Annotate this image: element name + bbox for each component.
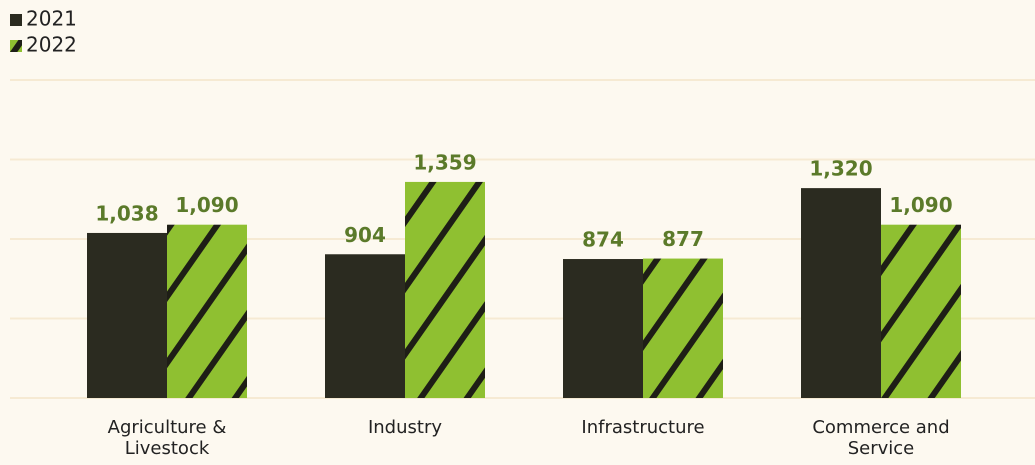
value-label: 1,359 xyxy=(413,150,476,174)
value-label: 1,090 xyxy=(889,193,952,217)
value-label: 1,090 xyxy=(175,193,238,217)
legend-swatch xyxy=(10,14,22,26)
x-tick-line: Agriculture & xyxy=(108,417,227,438)
bar xyxy=(881,224,961,398)
bar xyxy=(643,258,723,398)
x-tick-line: Commerce and xyxy=(812,417,949,438)
x-tick-label: Agriculture & Livestock xyxy=(108,417,227,459)
x-tick-label: Industry xyxy=(368,417,442,438)
bar xyxy=(801,188,881,398)
bar xyxy=(167,224,247,398)
legend-label: 2022 xyxy=(26,33,77,57)
value-label: 877 xyxy=(662,227,704,251)
legend-swatch xyxy=(10,40,22,52)
x-tick-line: Service xyxy=(848,438,915,459)
bar xyxy=(563,259,643,398)
x-tick-label: Infrastructure xyxy=(581,417,704,438)
value-label: 874 xyxy=(582,228,624,252)
x-tick-line: Industry xyxy=(368,417,442,438)
value-label: 1,320 xyxy=(809,157,872,181)
x-tick-line: Livestock xyxy=(125,438,210,459)
bar xyxy=(325,254,405,398)
legend-label: 2021 xyxy=(26,7,77,31)
bar xyxy=(87,232,167,398)
bar xyxy=(405,181,485,398)
x-tick-label: Commerce and Service xyxy=(812,417,949,459)
value-label: 1,038 xyxy=(95,201,158,225)
x-tick-line: Infrastructure xyxy=(581,417,704,438)
value-label: 904 xyxy=(344,223,386,247)
